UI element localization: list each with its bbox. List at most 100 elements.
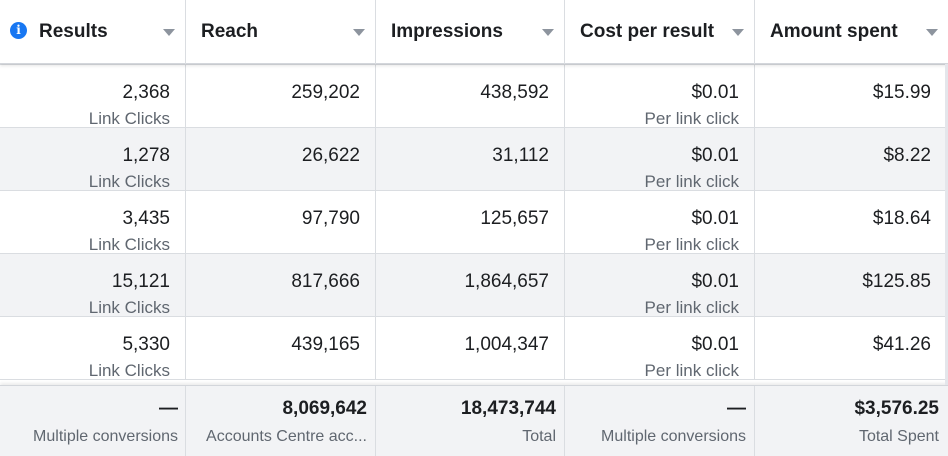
chevron-down-icon[interactable] (163, 29, 175, 36)
cell-results: 15,121 Link Clicks (0, 254, 186, 317)
cell-reach: 26,622 (187, 128, 376, 190)
footer-sublabel: Accounts Centre acc... (206, 428, 367, 445)
footer-sublabel: Total Spent (858, 428, 939, 445)
cell-amount-spent: $15.99 (756, 65, 948, 127)
cell-sublabel: Link Clicks (88, 298, 170, 317)
column-header-reach[interactable]: Reach (187, 0, 376, 64)
table-row[interactable]: 2,368 Link Clicks 259,202 438,592 $0.01 Per l… (0, 65, 948, 128)
cell-cost-per-result: $0.01 Per link click (566, 128, 755, 191)
chevron-down-icon[interactable] (542, 29, 554, 36)
cell-cost-per-result: $0.01 Per link click (566, 254, 755, 317)
table-row[interactable]: Link Clicks Per link click (0, 64, 948, 65)
cell-sublabel: Per link click (644, 172, 739, 191)
chevron-down-icon[interactable] (926, 29, 938, 36)
cell-impressions: 1,864,657 (377, 254, 565, 316)
cell-sublabel: Per link click (644, 235, 739, 254)
info-icon[interactable]: i (10, 22, 27, 39)
cell-sublabel: Per link click (644, 298, 739, 317)
cell-value: $41.26 (872, 334, 931, 355)
table-header: i Results Reach Impressions Cost per res… (0, 0, 948, 64)
cell-results: 5,330 Link Clicks (0, 317, 186, 380)
column-header-label: Results (39, 21, 108, 42)
column-header-cost-per-result[interactable]: Cost per result (566, 0, 755, 64)
cell-impressions: 1,004,347 (377, 317, 565, 379)
cell-value: $15.99 (872, 82, 931, 103)
cell-reach: 97,790 (187, 191, 376, 253)
table-row[interactable]: 1,278 Link Clicks 26,622 31,112 $0.01 Per lin… (0, 128, 948, 191)
cell-reach: 439,165 (187, 317, 376, 379)
column-header-amount-spent[interactable]: Amount spent (756, 0, 948, 64)
cell-value: $0.01 (691, 334, 739, 355)
column-header-label: Amount spent (770, 21, 898, 42)
cell-amount-spent: $8.22 (756, 128, 948, 190)
cell-results: 1,278 Link Clicks (0, 128, 186, 191)
cell-cost-per-result: $0.01 Per link click (566, 65, 755, 128)
cell-value: 5,330 (122, 334, 170, 355)
table-row[interactable]: 15,121 Link Clicks 817,666 1,864,657 $0.01 Pe… (0, 254, 948, 317)
cell-sublabel: Per link click (644, 361, 739, 380)
cell-results: 3,435 Link Clicks (0, 191, 186, 254)
cell-results: 2,368 Link Clicks (0, 65, 186, 128)
cell-value: 438,592 (480, 82, 549, 103)
footer-value: — (159, 398, 178, 419)
cell-sublabel: Link Clicks (88, 172, 170, 191)
footer-cell-cost-per-result: — Multiple conversions (566, 386, 755, 456)
column-header-impressions[interactable]: Impressions (377, 0, 565, 64)
footer-value: $3,576.25 (854, 398, 939, 419)
cell-value: 259,202 (291, 82, 360, 103)
table-row[interactable]: 3,435 Link Clicks 97,790 125,657 $0.01 Per li… (0, 191, 948, 254)
column-header-label: Reach (201, 21, 259, 42)
cell-value: 125,657 (480, 208, 549, 229)
cell-sublabel: Link Clicks (88, 361, 170, 380)
cell-value: 3,435 (122, 208, 170, 229)
cell-sublabel: Link Clicks (89, 64, 170, 66)
footer-sublabel: Multiple conversions (33, 428, 178, 445)
chevron-down-icon[interactable] (732, 29, 744, 36)
cell-sublabel: Link Clicks (88, 109, 170, 128)
footer-value: 18,473,744 (460, 398, 556, 419)
footer-sublabel: Total (522, 428, 556, 445)
table-rows: Link Clicks Per link click 2,368 Link Click… (0, 64, 948, 380)
cell-value: $18.64 (872, 208, 931, 229)
cell-value: 2,368 (122, 82, 170, 103)
column-header-label: Cost per result (580, 21, 715, 42)
cell-reach: 259,202 (187, 65, 376, 127)
cell-amount-spent: $41.26 (756, 317, 948, 379)
cell-value: $8.22 (883, 145, 931, 166)
cell-sublabel: Per link click (645, 64, 739, 66)
cell-cost-per-result: $0.01 Per link click (566, 191, 755, 254)
cell-value: $0.01 (691, 271, 739, 292)
cell-value: 1,278 (122, 145, 170, 166)
column-header-label: Impressions (391, 21, 503, 42)
footer-cell-impressions: 18,473,744 Total (377, 386, 565, 456)
cell-value: 817,666 (291, 271, 360, 292)
cell-amount-spent: $125.85 (756, 254, 948, 316)
cell-value: 1,864,657 (464, 271, 549, 292)
footer-cell-reach: 8,069,642 Accounts Centre acc... (187, 386, 376, 456)
column-header-results[interactable]: i Results (0, 0, 186, 64)
footer-value: — (727, 398, 746, 419)
cell-amount-spent: $18.64 (756, 191, 948, 253)
table-body[interactable]: Link Clicks Per link click 2,368 Link Click… (0, 64, 948, 385)
cell-cost-per-result: $0.01 Per link click (566, 317, 755, 380)
cell-value: 97,790 (301, 208, 360, 229)
cell-value: $125.85 (862, 271, 931, 292)
chevron-down-icon[interactable] (353, 29, 365, 36)
cell-impressions: 31,112 (377, 128, 565, 190)
cell-value: $0.01 (691, 208, 739, 229)
cell-reach: 817,666 (187, 254, 376, 316)
cell-impressions: 438,592 (377, 65, 565, 127)
vertical-scrollbar[interactable] (945, 64, 948, 385)
cell-value: 15,121 (111, 271, 170, 292)
cell-value: 439,165 (291, 334, 360, 355)
cell-value: 26,622 (301, 145, 360, 166)
cell-sublabel: Per link click (644, 109, 739, 128)
table-row[interactable]: 5,330 Link Clicks 439,165 1,004,347 $0.01 Per… (0, 317, 948, 380)
footer-sublabel: Multiple conversions (601, 428, 746, 445)
cell-value: $0.01 (691, 82, 739, 103)
table-footer-totals: — Multiple conversions 8,069,642 Account… (0, 385, 948, 456)
cell-value: 1,004,347 (464, 334, 549, 355)
footer-cell-results: — Multiple conversions (0, 386, 186, 456)
cell-value: $0.01 (691, 145, 739, 166)
